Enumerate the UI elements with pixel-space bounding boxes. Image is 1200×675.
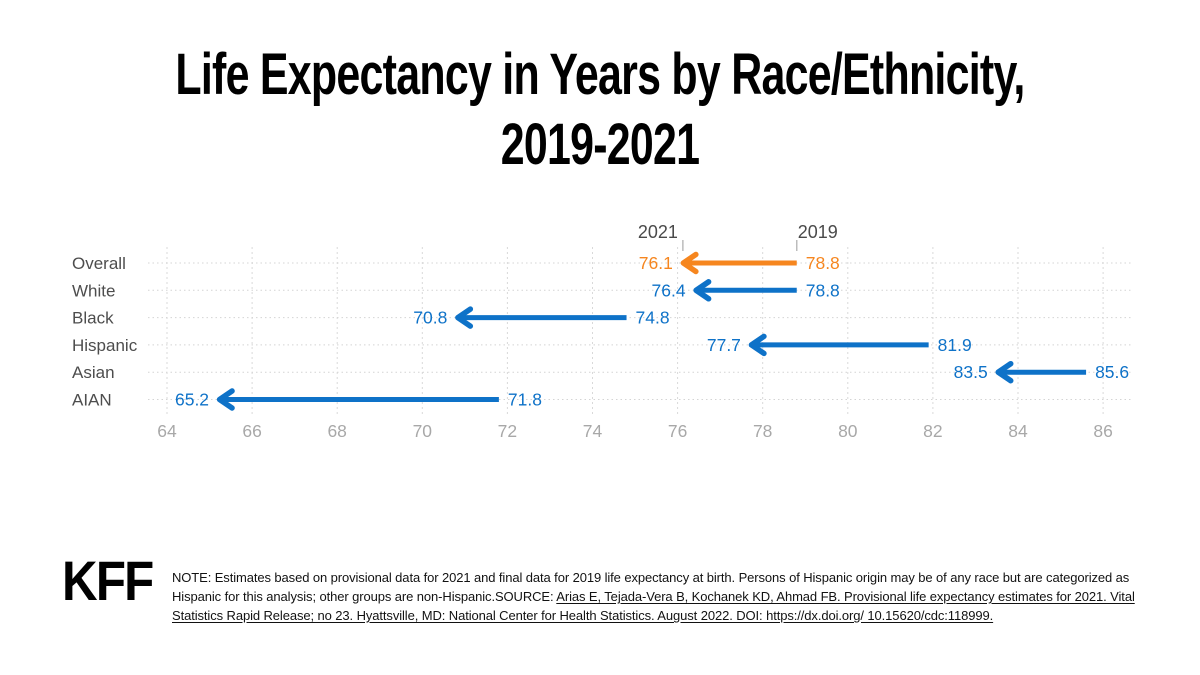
chart-svg: 64 66 68 70 72 74 76 78 80 82 84 86 2021 2019 Overall 7… [72,222,1133,441]
arrow-head [455,306,474,329]
value-label-2021: 77.7 [707,335,741,355]
kff-logo: KFF [62,549,154,612]
value-label-2021: 65.2 [175,390,209,410]
arrow-head [693,279,712,302]
axis-tick-label: 70 [413,421,433,441]
row-label: Overall [72,254,126,273]
row-label: Black [72,309,114,328]
axis-tick-label: 76 [668,421,687,441]
row-label: Asian [72,363,115,382]
axis-tick-label: 72 [498,421,517,441]
axis-tick-label: 86 [1093,421,1112,441]
axis-tick-label: 74 [583,421,603,441]
axis-tick-label: 78 [753,421,772,441]
value-label-2021: 70.8 [413,308,447,328]
value-label-2019: 78.8 [806,253,840,273]
axis-tick-label: 68 [327,421,346,441]
value-label-2019: 85.6 [1095,362,1129,382]
arrow-head [748,333,767,357]
row-label: White [72,281,115,300]
year-label-2021: 2021 [638,222,678,242]
note-text: NOTE: Estimates based on provisional dat… [172,568,1160,625]
value-label-2019: 81.9 [938,335,972,355]
value-label-2019: 78.8 [806,280,840,300]
value-label-2019: 71.8 [508,390,542,410]
axis-tick-label: 64 [157,421,177,441]
note-prefix: NOTE: Estimates based on provisional dat… [172,570,1130,604]
chart-title-line2: 2019-2021 [500,112,700,177]
axis-tick-label: 84 [1008,421,1028,441]
arrow-head [995,360,1014,384]
value-label-2021: 83.5 [954,362,988,382]
value-label-2021: 76.4 [652,280,686,300]
value-label-2019: 74.8 [636,308,670,328]
arrow-head [680,251,699,275]
row-label: AIAN [72,391,112,410]
year-label-2019: 2019 [798,222,838,242]
chart-title-line1: Life Expectancy in Years by Race/Ethnici… [175,42,1025,107]
chart-title: Life Expectancy in Years by Race/Ethnici… [156,40,1044,180]
arrow-head [216,388,235,411]
row-label: Hispanic [72,336,138,355]
axis-tick-label: 80 [838,421,858,441]
source-link[interactable]: Arias E, Tejada-Vera B, Kochanek KD, Ahm… [172,589,1135,623]
value-label-2021: 76.1 [639,253,673,273]
axis-tick-label: 66 [242,421,261,441]
axis-tick-label: 82 [923,421,942,441]
